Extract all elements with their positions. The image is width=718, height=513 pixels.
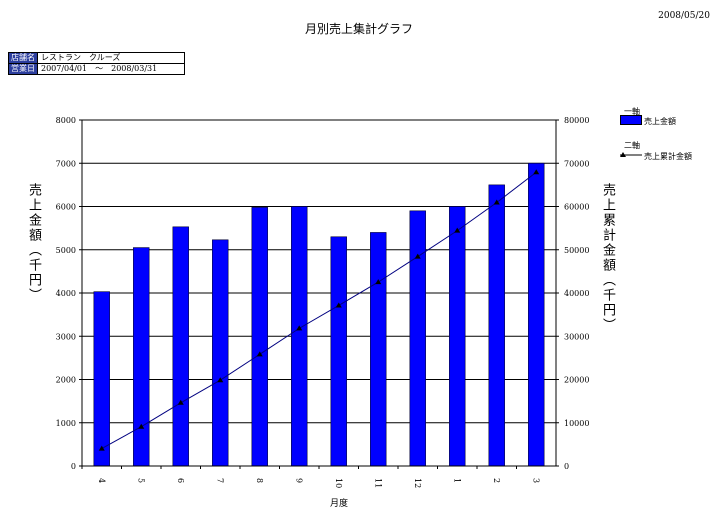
y1-tick-label: 7000: [56, 159, 76, 168]
bar-3: [528, 162, 545, 467]
y2-tick-label: 40000: [564, 289, 589, 298]
y2-axis-title: 売上累計金額（千円）: [600, 183, 615, 333]
y1-tick-label: 8000: [56, 116, 76, 125]
y1-tick-label: 4000: [56, 289, 76, 298]
cumulative-point-12: [414, 253, 421, 259]
period-row: 営業日 2007/04/01 ～ 2008/03/31: [8, 63, 185, 75]
y1-tick-label: 1000: [56, 419, 76, 428]
bar-2: [488, 184, 505, 467]
bar-1: [449, 206, 466, 467]
y2-tick-label: 50000: [564, 246, 589, 255]
legend-axis2-title: 二軸: [624, 141, 640, 150]
cumulative-point-2: [493, 199, 500, 205]
x-tick-label: 3: [531, 478, 540, 483]
bar-11: [370, 232, 387, 467]
bar-9: [291, 206, 308, 467]
grid-layer: [82, 119, 556, 467]
x-tick-label: 5: [136, 478, 145, 483]
x-tick-label: 2: [492, 478, 501, 483]
cumulative-point-1: [454, 227, 461, 233]
y2-tick-label: 70000: [564, 159, 589, 168]
bar-6: [172, 226, 189, 467]
legend-axis2-series: 売上累計金額: [644, 152, 692, 161]
y1-axis-title: 売上金額（千円）: [26, 183, 41, 303]
cumulative-line: [101, 171, 537, 450]
legend-marker-layer: [620, 152, 642, 157]
x-tick-label: 4: [97, 478, 106, 483]
x-tick-label: 6: [176, 478, 185, 483]
x-tick-label: 11: [373, 478, 382, 488]
bar-12: [409, 210, 426, 467]
y2-tick-label: 10000: [564, 419, 589, 428]
store-info-table: 店舗名 レストラン クルーズ 営業日 2007/04/01 ～ 2008/03/…: [8, 52, 185, 75]
cumulative-point-7: [217, 377, 224, 383]
bar-layer: [93, 162, 545, 467]
y1-tick-label: 0: [71, 462, 76, 471]
x-tick-label: 1: [452, 478, 461, 483]
cumulative-point-8: [256, 351, 263, 357]
x-axis-title: 月度: [330, 499, 349, 509]
axis-layer: [79, 119, 559, 469]
bar-8: [251, 207, 268, 467]
y2-tick-label: 60000: [564, 203, 589, 212]
y1-tick-label: 6000: [56, 203, 76, 212]
x-tick-label: 12: [413, 478, 422, 488]
cumulative-point-5: [138, 423, 145, 429]
y2-tick-label: 20000: [564, 376, 589, 385]
y1-tick-label: 5000: [56, 246, 76, 255]
x-tick-label: 9: [294, 478, 303, 483]
bar-10: [330, 236, 347, 467]
bar-7: [212, 239, 229, 467]
y2-tick-label: 30000: [564, 332, 589, 341]
cumulative-point-3: [533, 169, 540, 175]
legend-bar-swatch: [620, 115, 642, 125]
legend-axis1-series: 売上金額: [644, 117, 676, 126]
x-tick-label: 10: [334, 478, 343, 488]
bar-5: [133, 247, 150, 467]
report-date: 2008/05/20: [658, 11, 710, 21]
page-title: 月別売上集計グラフ: [304, 22, 413, 36]
bar-4: [93, 291, 110, 467]
cumulative-point-10: [335, 302, 342, 308]
y1-tick-label: 2000: [56, 376, 76, 385]
y1-tick-label: 3000: [56, 332, 76, 341]
legend-triangle-marker: [620, 152, 626, 157]
x-tick-label: 7: [215, 478, 224, 483]
period-value: 2007/04/01 ～ 2008/03/31: [37, 63, 185, 75]
label-layer: 0100020003000400050006000700080000100002…: [56, 116, 590, 488]
cumulative-point-6: [177, 399, 184, 405]
y2-tick-label: 80000: [564, 116, 589, 125]
line-layer: [98, 169, 540, 451]
x-tick-label: 8: [255, 478, 264, 483]
y2-tick-label: 0: [564, 462, 569, 471]
cumulative-point-4: [98, 445, 105, 451]
cumulative-point-11: [375, 279, 382, 285]
legend-axis1-title: 一軸: [624, 107, 640, 116]
cumulative-point-9: [296, 325, 303, 331]
